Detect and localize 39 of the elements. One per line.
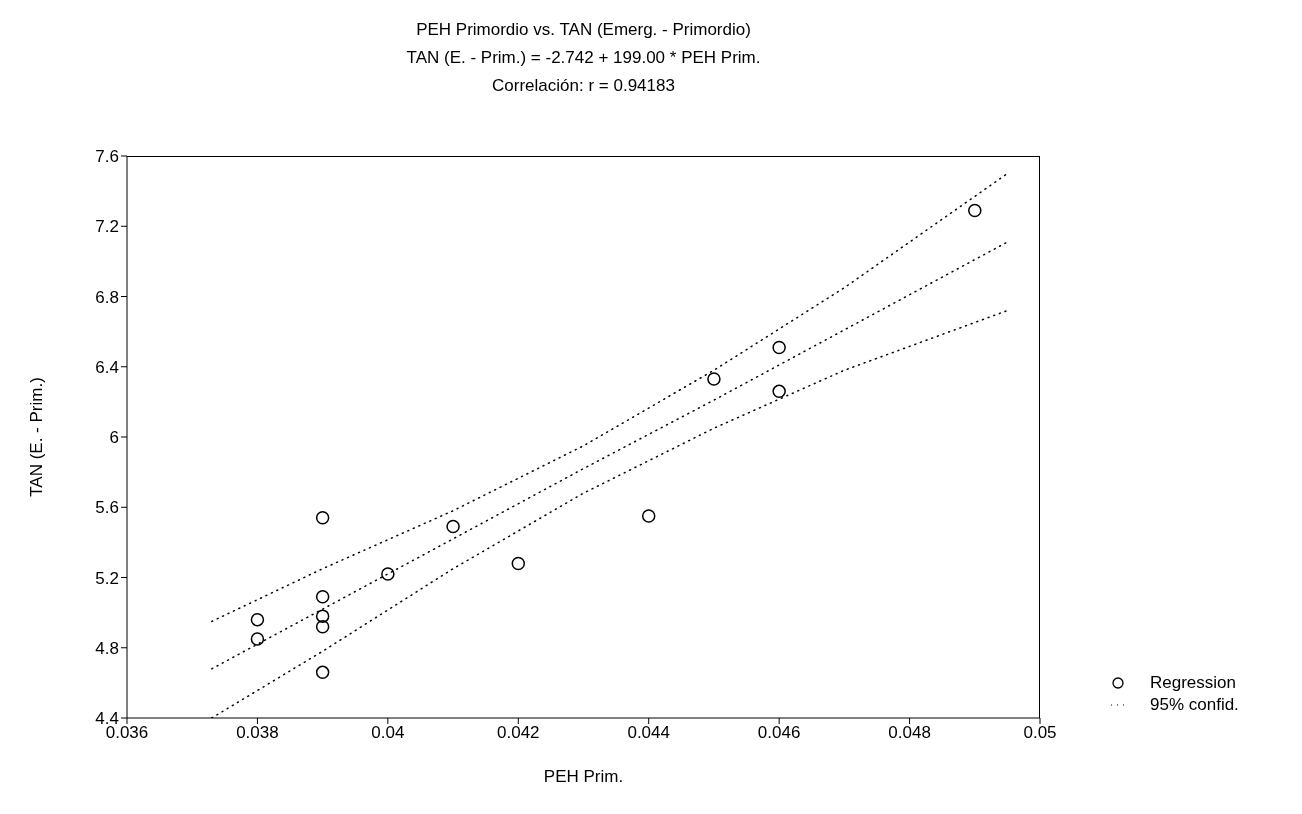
- y-tick-label: 4.8: [95, 638, 119, 658]
- x-tick-label: 0.046: [757, 723, 801, 743]
- point: [381, 567, 395, 581]
- point: [315, 511, 330, 525]
- point: [446, 519, 460, 534]
- x-tick-label: 0.05: [1023, 723, 1057, 743]
- point: [250, 632, 265, 646]
- y-tick-label: 6.4: [95, 357, 119, 377]
- x-tick-label: 0.038: [236, 723, 279, 743]
- chart-title: PEH Primordio vs. TAN (Emerg. - Primordio): [415, 19, 752, 41]
- line-series: [211, 241, 1009, 670]
- x-axis-title: PEH Prim.: [543, 767, 624, 786]
- point: [707, 372, 721, 386]
- point: [968, 203, 982, 218]
- x-tick-label: 0.048: [888, 723, 931, 743]
- point: [315, 590, 330, 604]
- y-tick-label: 5.6: [95, 498, 119, 518]
- point: [315, 619, 330, 634]
- legend-label: Regression: [1150, 672, 1236, 694]
- legend-label: 95% confid.: [1150, 694, 1239, 716]
- point: [772, 340, 786, 355]
- y-tick-label: 7.2: [95, 217, 119, 237]
- point: [641, 509, 656, 523]
- text: Correlación: r = 0.94183: [491, 75, 676, 97]
- y-axis-title: TAN (E. - Prim.): [27, 377, 47, 497]
- point: [250, 612, 265, 627]
- point: [315, 665, 330, 680]
- y-tick-label: 5.2: [95, 568, 119, 588]
- chart-subtitle: TAN (E. - Prim.) = -2.742 + 199.00 * PEH Prim.: [405, 47, 762, 69]
- point: [772, 384, 786, 399]
- x-tick-label: 0.044: [627, 723, 670, 743]
- point: [315, 609, 330, 623]
- x-tick-label: 0.04: [371, 723, 405, 743]
- x-tick-label: 0.042: [497, 723, 540, 743]
- line-series: [211, 172, 1009, 623]
- y-tick-label: 6.8: [95, 287, 119, 307]
- y-tick-label: 7.6: [95, 147, 119, 167]
- y-tick-label: 6: [109, 428, 119, 448]
- point: [511, 556, 526, 571]
